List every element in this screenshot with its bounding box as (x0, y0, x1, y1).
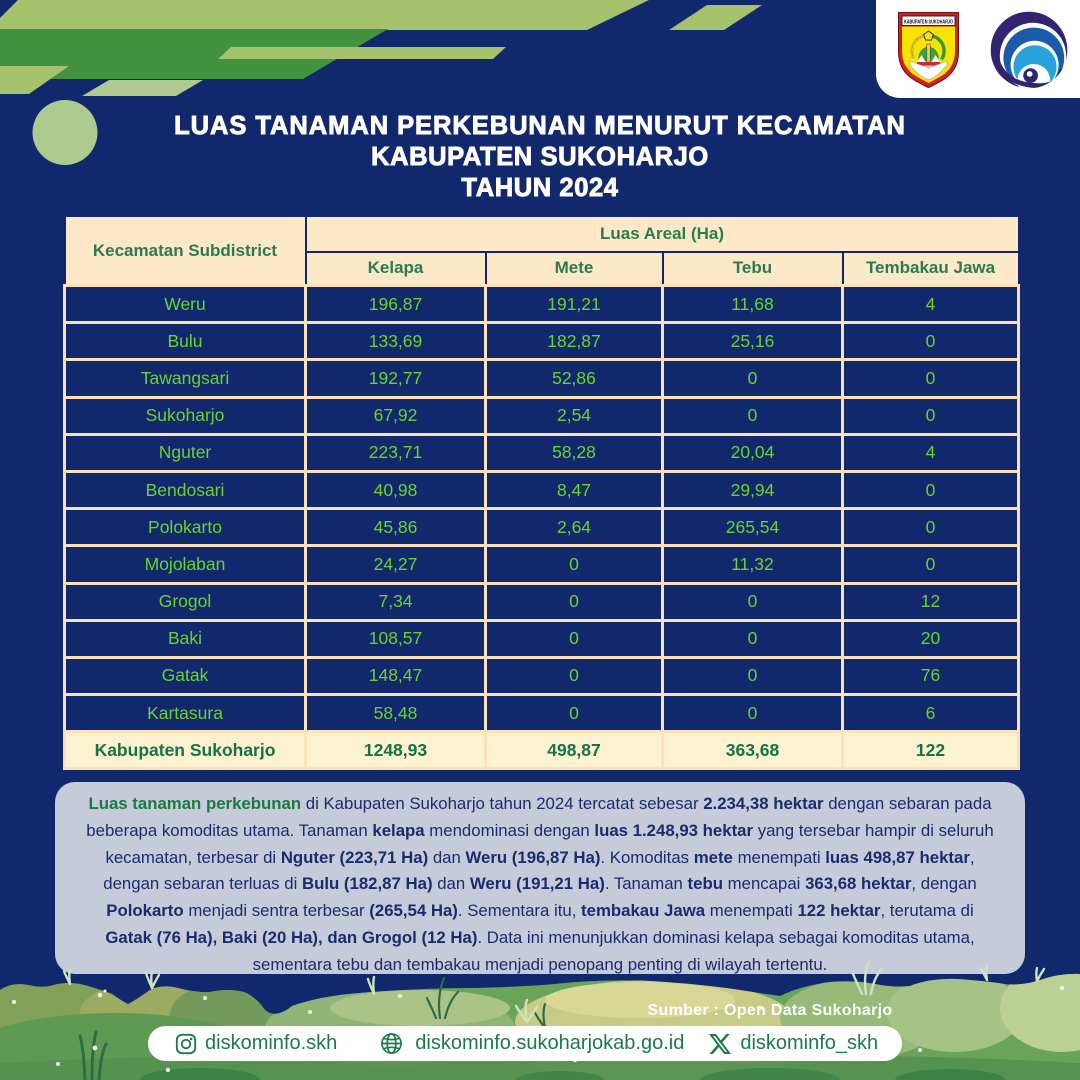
svg-text:KABUPATEN SUKOHARJO: KABUPATEN SUKOHARJO (904, 19, 953, 25)
